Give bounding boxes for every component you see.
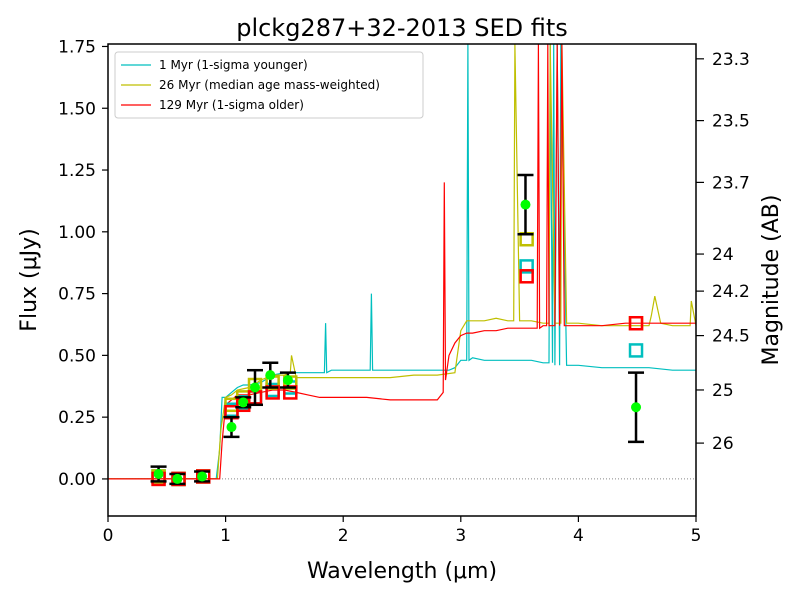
mag-tick-label-1: 23.5 [712,112,750,132]
y-tick-label-7: 1.75 [58,37,96,57]
x-tick-label-1: 1 [220,526,231,546]
legend: 1 Myr (1-sigma younger) 26 Myr (median a… [114,51,424,119]
model-point-s2-8 [519,269,534,284]
model-point-s0-9 [628,343,644,358]
observed-point-8 [520,199,531,210]
y-tick-label-4: 1.00 [58,223,96,243]
axis-layer: 0 1 2 3 4 5 0.00 0.25 0.50 0.75 1.00 1.25 1.50 1.75 23… [58,37,750,546]
observed-point-9 [631,402,642,413]
observed-point-4 [238,397,249,408]
mag-tick-label-6: 25 [712,381,734,401]
mag-tick-label-0: 23.3 [712,50,750,70]
model-point-s2-9 [628,315,644,331]
plot-frame [107,43,697,517]
y-tick-label-3: 0.75 [58,285,96,305]
observed-point-5 [250,382,260,393]
y-axis-label: Flux (μJy) [17,228,42,331]
magnitude-axis-label: Magnitude (AB) [759,195,784,366]
mag-tick-label-5: 24.5 [712,327,750,347]
mag-tick-label-4: 24.2 [712,282,750,302]
x-axis-label: Wavelength (μm) [307,559,497,584]
model-point-s0-8 [519,259,534,274]
x-tick-label-4: 4 [573,526,584,546]
y-tick-label-0: 0.00 [58,470,96,490]
legend-label-2: 129 Myr (1-sigma older) [159,98,304,112]
observed-point-1 [172,473,183,484]
x-tick-label-0: 0 [103,526,114,546]
mag-tick-label-3: 24 [712,245,734,265]
mag-tick-label-7: 26 [712,434,734,454]
legend-label-1: 26 Myr (median age mass-weighted) [159,78,380,92]
x-tick-label-3: 3 [455,526,466,546]
observed-point-2 [197,471,208,482]
y-tick-label-6: 1.50 [58,99,96,119]
x-tick-label-5: 5 [691,526,702,546]
chart-title: plckg287+32-2013 SED fits [236,14,568,42]
legend-label-0: 1 Myr (1-sigma younger) [159,58,308,72]
mag-tick-label-2: 23.7 [712,173,750,193]
x-tick-label-2: 2 [338,526,349,546]
observed-point-0 [153,468,164,479]
observed-point-7 [282,375,293,386]
y-tick-label-5: 1.25 [58,161,96,181]
legend-box [114,51,424,119]
y-tick-label-2: 0.50 [58,346,96,366]
observed-point-3 [226,422,237,433]
series-line-2 [108,44,696,480]
observed-point-6 [265,370,276,381]
marker-layer [150,173,645,487]
y-tick-label-1: 0.25 [58,408,96,428]
